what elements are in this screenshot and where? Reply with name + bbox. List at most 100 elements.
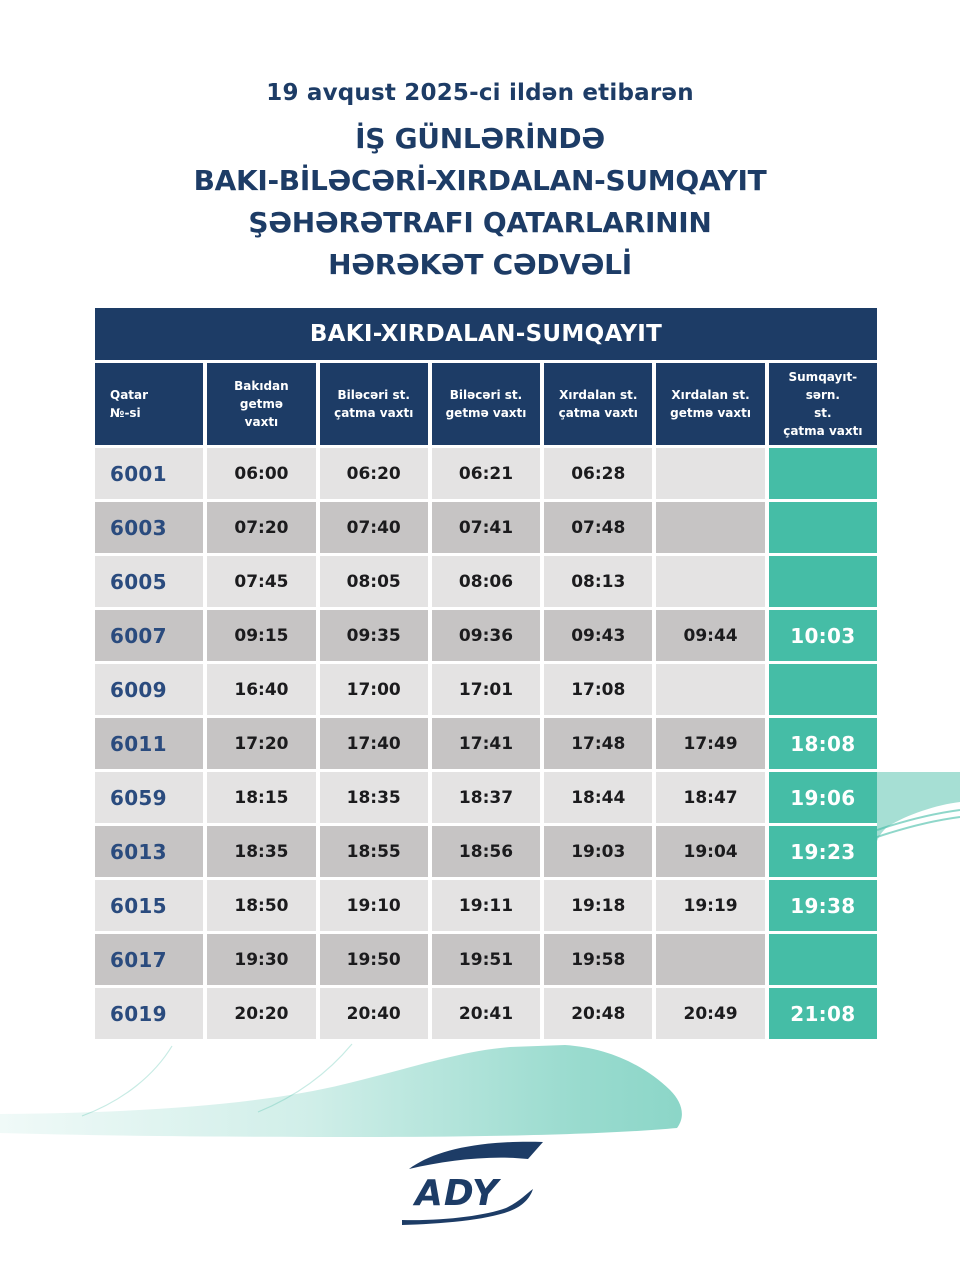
time-cell: 19:30: [207, 934, 316, 985]
time-cell: 17:41: [431, 718, 541, 769]
time-cell: 07:45: [207, 556, 316, 607]
time-cell: 17:40: [319, 718, 428, 769]
time-cell: 19:10: [319, 880, 428, 931]
time-cell: 20:41: [431, 988, 541, 1039]
time-cell: 07:48: [544, 502, 653, 553]
time-cell: 17:00: [319, 664, 428, 715]
arrival-time-cell: 19:38: [768, 880, 877, 931]
train-number: 6001: [95, 448, 204, 499]
time-cell: 09:43: [544, 610, 653, 661]
column-header-4: Xırdalan st. çatma vaxtı: [544, 363, 653, 445]
time-cell: 20:49: [656, 988, 765, 1039]
time-cell: 18:15: [207, 772, 316, 823]
arrival-time-cell: [768, 934, 877, 985]
table-row: 6011 17:20 17:40 17:41 17:48 17:49 18:08: [95, 718, 877, 769]
train-number: 6013: [95, 826, 204, 877]
time-cell: 08:05: [319, 556, 428, 607]
time-cell: 18:50: [207, 880, 316, 931]
arrival-time-cell: [768, 556, 877, 607]
time-cell: 20:20: [207, 988, 316, 1039]
train-number: 6007: [95, 610, 204, 661]
time-cell: 07:41: [431, 502, 541, 553]
time-cell: 09:36: [431, 610, 541, 661]
arrival-time-cell: [768, 448, 877, 499]
arrival-time-cell: 21:08: [768, 988, 877, 1039]
arrival-time-cell: [768, 664, 877, 715]
time-cell: 06:28: [544, 448, 653, 499]
table-row: 6019 20:20 20:40 20:41 20:48 20:49 21:08: [95, 988, 877, 1039]
train-number: 6005: [95, 556, 204, 607]
column-header-6: Sumqayıt-sərn. st. çatma vaxtı: [768, 363, 877, 445]
time-cell: 17:48: [544, 718, 653, 769]
time-cell: [656, 502, 765, 553]
table-title: BAKI-XIRDALAN-SUMQAYIT: [95, 308, 877, 360]
time-cell: 19:50: [319, 934, 428, 985]
time-cell: 17:08: [544, 664, 653, 715]
logo-top-swoosh: [409, 1141, 543, 1169]
train-number: 6059: [95, 772, 204, 823]
time-cell: 18:56: [431, 826, 541, 877]
table-row: 6059 18:15 18:35 18:37 18:44 18:47 19:06: [95, 772, 877, 823]
time-cell: 20:40: [319, 988, 428, 1039]
table-row: 6017 19:30 19:50 19:51 19:58: [95, 934, 877, 985]
arrival-time-cell: 19:06: [768, 772, 877, 823]
time-cell: 19:03: [544, 826, 653, 877]
time-cell: [656, 556, 765, 607]
column-header-0: Qatar №-si: [95, 363, 204, 445]
table-row: 6015 18:50 19:10 19:11 19:18 19:19 19:38: [95, 880, 877, 931]
train-number: 6011: [95, 718, 204, 769]
ady-logo: ADY: [402, 1141, 543, 1225]
table-row: 6007 09:15 09:35 09:36 09:43 09:44 10:03: [95, 610, 877, 661]
time-cell: 18:47: [656, 772, 765, 823]
train-number: 6009: [95, 664, 204, 715]
column-header-1: Bakıdan getmə vaxtı: [207, 363, 316, 445]
time-cell: 19:11: [431, 880, 541, 931]
time-cell: 19:18: [544, 880, 653, 931]
column-header-5: Xırdalan st. getmə vaxtı: [656, 363, 765, 445]
time-cell: 18:37: [431, 772, 541, 823]
time-cell: 17:49: [656, 718, 765, 769]
train-number: 6015: [95, 880, 204, 931]
time-cell: 06:21: [431, 448, 541, 499]
arrival-time-cell: 10:03: [768, 610, 877, 661]
time-cell: 09:15: [207, 610, 316, 661]
time-cell: 18:44: [544, 772, 653, 823]
time-cell: 19:04: [656, 826, 765, 877]
time-cell: [656, 934, 765, 985]
time-cell: 09:44: [656, 610, 765, 661]
table-row: 6003 07:20 07:40 07:41 07:48: [95, 502, 877, 553]
time-cell: 08:13: [544, 556, 653, 607]
time-cell: 07:20: [207, 502, 316, 553]
table-row: 6009 16:40 17:00 17:01 17:08: [95, 664, 877, 715]
arrival-time-cell: 18:08: [768, 718, 877, 769]
time-cell: 06:20: [319, 448, 428, 499]
time-cell: 09:35: [319, 610, 428, 661]
schedule-body: 6001 06:00 06:20 06:21 06:28 6003 07:20 07:40 07…: [95, 448, 877, 1039]
logo-bottom-swoosh: [402, 1189, 533, 1225]
table-row: 6001 06:00 06:20 06:21 06:28: [95, 448, 877, 499]
arrival-time-cell: [768, 502, 877, 553]
arrival-time-cell: 19:23: [768, 826, 877, 877]
bottom-wave-decoration: [0, 1043, 682, 1137]
time-cell: 19:19: [656, 880, 765, 931]
table-row: 6013 18:35 18:55 18:56 19:03 19:04 19:23: [95, 826, 877, 877]
schedule-table: BAKI-XIRDALAN-SUMQAYIT Qatar №-si Bakıdan…: [95, 308, 877, 1042]
time-cell: 07:40: [319, 502, 428, 553]
time-cell: 17:20: [207, 718, 316, 769]
time-cell: 20:48: [544, 988, 653, 1039]
time-cell: 17:01: [431, 664, 541, 715]
heading-line: BAKI-BİLƏCƏRİ-XIRDALAN-SUMQAYIT: [193, 164, 767, 197]
heading-line: HƏRƏKƏT CƏDVƏLİ: [328, 248, 632, 281]
logo-text: ADY: [412, 1173, 502, 1214]
time-cell: 19:58: [544, 934, 653, 985]
column-header-row: Qatar №-si Bakıdan getmə vaxtı Biləcəri st…: [95, 363, 877, 445]
time-cell: [656, 448, 765, 499]
heading-line: ŞƏHƏRƏTRAFI QATARLARININ: [248, 206, 712, 239]
time-cell: 06:00: [207, 448, 316, 499]
train-number: 6019: [95, 988, 204, 1039]
time-cell: [656, 664, 765, 715]
column-header-3: Biləcəri st. getmə vaxtı: [431, 363, 541, 445]
heading-line: İŞ GÜNLƏRİNDƏ: [355, 122, 605, 155]
time-cell: 18:55: [319, 826, 428, 877]
